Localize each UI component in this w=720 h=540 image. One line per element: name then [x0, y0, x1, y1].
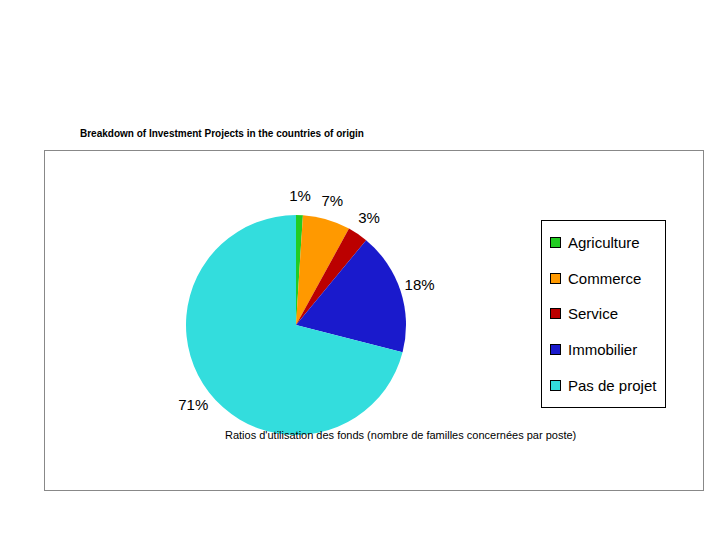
svg-text:1%: 1% [289, 187, 311, 204]
html-text:Ratios d'utilisation des fonds: Ratios d'utilisation des fonds (nombre d… [225, 429, 577, 441]
svg-text:7%: 7% [321, 192, 343, 209]
svg-text:71%: 71% [178, 396, 208, 413]
html-text:Pas de projet: Pas de projet [568, 376, 657, 394]
html-text:Breakdown of Investment Projec: Breakdown of Investment Projects in the … [80, 128, 364, 139]
html-text:Commerce: Commerce [568, 269, 642, 287]
html-text:Immobilier: Immobilier [568, 341, 638, 359]
svg-text:3%: 3% [358, 209, 380, 226]
html-text:Service: Service [568, 305, 618, 323]
html-text:Agriculture: Agriculture [568, 234, 640, 252]
svg-text:18%: 18% [405, 276, 435, 293]
